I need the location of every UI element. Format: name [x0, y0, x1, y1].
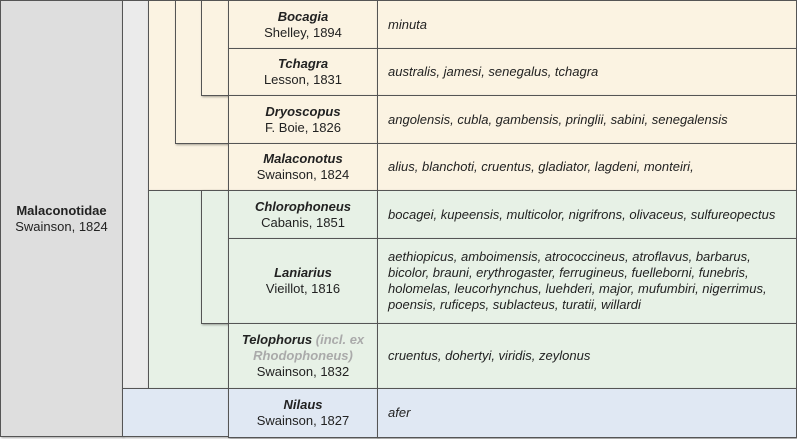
- genus-cell: Malaconotus Swainson, 1824: [228, 143, 378, 191]
- genus-cell: Laniarius Vieillot, 1816: [228, 238, 378, 324]
- genus-line: Nilaus: [283, 397, 322, 413]
- family-author: Swainson, 1824: [15, 218, 108, 234]
- genus-author: Vieillot, 1816: [265, 281, 341, 296]
- genus-cell: Bocagia Shelley, 1894: [228, 0, 378, 49]
- species-cell: afer: [377, 388, 797, 438]
- family-cell: Malaconotidae Swainson, 1824: [0, 0, 123, 437]
- species-list: afer: [388, 405, 411, 420]
- species-list: aethiopicus, amboimensis, atrococcineus,…: [388, 249, 767, 312]
- species-cell: angolensis, cubla, gambensis, pringlii, …: [377, 95, 797, 144]
- genus-cell: Nilaus Swainson, 1827: [228, 388, 378, 438]
- genus-name: Tchagra: [277, 56, 329, 71]
- genus-line: Dryoscopus: [265, 104, 340, 120]
- genus-author: Swainson, 1832: [256, 364, 350, 379]
- species-list: bocagei, kupeensis, multicolor, nigrifro…: [388, 206, 776, 222]
- genus-line: Bocagia: [278, 9, 329, 25]
- species-cell: cruentus, dohertyi, viridis, zeylonus: [377, 323, 797, 389]
- genus-line: Laniarius: [274, 265, 332, 281]
- genus-name: Malaconotus: [263, 151, 343, 166]
- genus-author: Swainson, 1824: [256, 167, 350, 182]
- genus-line: Chlorophoneus: [255, 199, 351, 215]
- genus-cell: Tchagra Lesson, 1831: [228, 48, 378, 96]
- genus-author: Cabanis, 1851: [261, 214, 345, 230]
- family-name: Malaconotidae: [16, 202, 107, 218]
- genus-name: Bocagia: [277, 8, 329, 24]
- species-list: angolensis, cubla, gambensis, pringlii, …: [388, 111, 728, 127]
- genus-line: Malaconotus: [263, 151, 342, 167]
- species-list: cruentus, dohertyi, viridis, zeylonus: [388, 348, 591, 363]
- species-list: australis, jamesi, senegalus, tchagra: [388, 64, 599, 79]
- species-list: minuta: [388, 16, 428, 32]
- species-cell: aethiopicus, amboimensis, atrococcineus,…: [377, 238, 797, 324]
- genus-author: Lesson, 1831: [263, 72, 343, 87]
- species-cell: minuta: [377, 0, 797, 49]
- genus-name: Telophorus: [241, 332, 313, 347]
- species-cell: bocagei, kupeensis, multicolor, nigrifro…: [377, 190, 797, 239]
- genus-name: Laniarius: [274, 265, 332, 280]
- species-list: alius, blanchoti, cruentus, gladiator, l…: [388, 159, 694, 174]
- genus-author: F. Boie, 1826: [265, 119, 341, 135]
- genus-line: Tchagra: [278, 56, 328, 72]
- genus-author: Shelley, 1894: [264, 24, 342, 40]
- genus-cell: Chlorophoneus Cabanis, 1851: [228, 190, 378, 239]
- genus-cell: Telophorus (incl. ex Rhodophoneus) Swains…: [228, 323, 378, 389]
- genus-name: Nilaus: [283, 397, 323, 412]
- genus-note: (incl. ex Rhodophoneus): [253, 332, 365, 363]
- genus-name: Dryoscopus: [265, 103, 341, 119]
- genus-line: Telophorus (incl. ex Rhodophoneus): [229, 332, 377, 364]
- genus-author: Swainson, 1827: [256, 413, 350, 428]
- genus-cell: Dryoscopus F. Boie, 1826: [228, 95, 378, 144]
- species-cell: australis, jamesi, senegalus, tchagra: [377, 48, 797, 96]
- species-cell: alius, blanchoti, cruentus, gladiator, l…: [377, 143, 797, 191]
- genus-name: Chlorophoneus: [254, 198, 352, 214]
